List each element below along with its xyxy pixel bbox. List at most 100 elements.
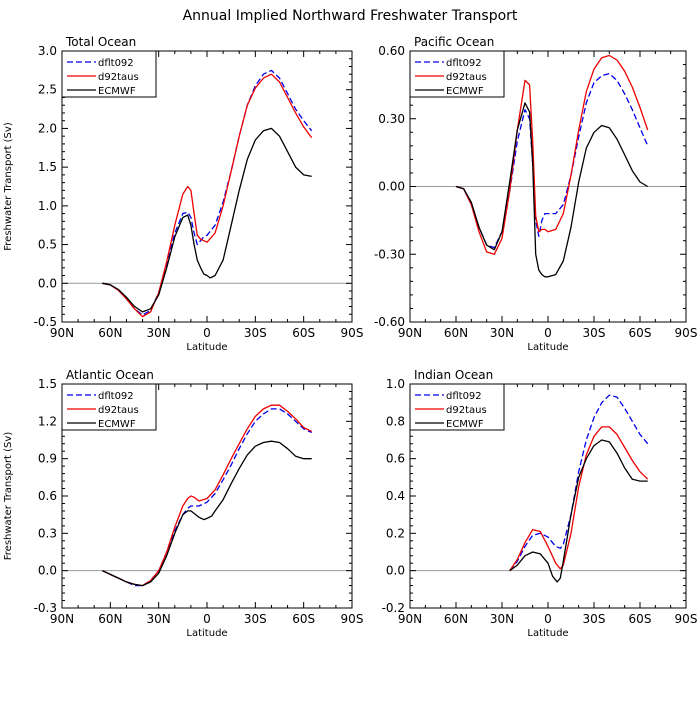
- legend-box: [409, 383, 505, 431]
- x-tick-label: 60S: [629, 326, 652, 340]
- x-tick-label: 90S: [341, 326, 364, 340]
- x-axis-label: Latitude: [186, 628, 227, 639]
- y-tick-label: -0.3: [34, 601, 57, 615]
- x-axis-label: Latitude: [186, 342, 227, 353]
- y-tick-label: 1.5: [38, 377, 57, 391]
- y-tick-label: 0.5: [38, 238, 57, 252]
- panel-pacific-ocean: -0.60 -0.30 0.00 0.30 0.60 90N 60N 30N 0 30S 60S 90…: [374, 35, 698, 353]
- y-tick-label: -0.30: [374, 247, 405, 261]
- panel-title: Atlantic Ocean: [66, 368, 154, 382]
- x-tick-label: 60N: [444, 326, 468, 340]
- series-line-d92taus: [102, 73, 313, 318]
- legend: dflt092 d92taus ECMWF: [409, 383, 505, 431]
- x-tick-label: 30N: [490, 612, 514, 626]
- x-tick-label: 90N: [398, 326, 422, 340]
- series-line-ecmwf: [102, 440, 312, 587]
- x-tick-label: 90S: [675, 612, 698, 626]
- panel-indian-ocean: -0.2 0.0 0.2 0.4 0.6 0.8 1.0 90N 60N 30N 0 30S 60S 90…: [382, 368, 698, 639]
- legend-label: ECMWF: [446, 419, 484, 430]
- x-axis-label: Latitude: [527, 628, 568, 639]
- legend-box: [409, 50, 505, 98]
- x-tick-label: 90N: [50, 612, 74, 626]
- legend: dflt092 d92taus ECMWF: [61, 383, 157, 431]
- legend-label: dflt092: [446, 391, 482, 402]
- legend-label: dflt092: [98, 58, 134, 69]
- y-tick-label: 0.60: [378, 44, 405, 58]
- y-tick-label: -0.60: [374, 315, 405, 329]
- y-tick-label: 0.00: [378, 180, 405, 194]
- x-tick-label: 0: [544, 326, 552, 340]
- y-axis-label: Freshwater Transport (Sv): [3, 122, 14, 251]
- y-tick-label: 0.3: [38, 526, 57, 540]
- y-tick-label: 0.6: [38, 489, 57, 503]
- x-tick-label: 90N: [398, 612, 422, 626]
- legend-label: d92taus: [98, 405, 139, 416]
- y-tick-label: 1.2: [38, 414, 57, 428]
- y-tick-label: 2.5: [38, 83, 57, 97]
- panel-title: Total Ocean: [65, 35, 136, 49]
- series-line-ecmwf: [509, 439, 648, 583]
- panel-atlantic-ocean: -0.3 0.0 0.3 0.6 0.9 1.2 1.5 90N 60N 30N 0 30S 60S 90…: [3, 368, 363, 639]
- x-tick-label: 90N: [50, 326, 74, 340]
- series-line-dflt092: [509, 394, 649, 572]
- y-tick-label: 0.0: [38, 276, 57, 290]
- legend-label: ECMWF: [98, 419, 136, 430]
- x-tick-label: 30S: [583, 612, 606, 626]
- y-tick-label: -0.5: [34, 315, 57, 329]
- legend-label: ECMWF: [98, 86, 136, 97]
- x-axis-label: Latitude: [527, 342, 568, 353]
- x-tick-label: 60N: [98, 326, 122, 340]
- y-tick-label: 0.8: [386, 414, 405, 428]
- legend-label: d92taus: [446, 405, 487, 416]
- series-line-d92taus: [455, 54, 649, 255]
- legend-label: dflt092: [98, 391, 134, 402]
- y-tick-label: 0.4: [386, 489, 405, 503]
- y-tick-label: 0.2: [386, 526, 405, 540]
- y-tick-label: 0.6: [386, 452, 405, 466]
- series-line-dflt092: [102, 408, 312, 587]
- x-tick-label: 30N: [147, 326, 171, 340]
- x-tick-label: 30S: [244, 326, 267, 340]
- x-tick-label: 60N: [98, 612, 122, 626]
- series-line-dflt092: [102, 69, 313, 316]
- panel-total-ocean: -0.5 0.0 0.5 1.0 1.5 2.0 2.5 3.0 90N 60N 30N 0 30S 60…: [3, 35, 363, 353]
- legend-label: d92taus: [446, 72, 487, 83]
- y-tick-label: 2.0: [38, 121, 57, 135]
- x-tick-label: 30N: [490, 326, 514, 340]
- x-tick-label: 90S: [341, 612, 364, 626]
- legend-box: [61, 50, 157, 98]
- x-tick-label: 0: [203, 326, 211, 340]
- figure-title: Annual Implied Northward Freshwater Tran…: [183, 8, 518, 24]
- y-axis-label: Freshwater Transport (Sv): [3, 432, 14, 561]
- y-tick-label: 3.0: [38, 44, 57, 58]
- legend: dflt092 d92taus ECMWF: [409, 50, 505, 98]
- x-tick-label: 30N: [147, 612, 171, 626]
- panel-title: Pacific Ocean: [414, 35, 494, 49]
- panel-title: Indian Ocean: [414, 368, 493, 382]
- series-line-d92taus: [102, 404, 312, 587]
- legend-label: dflt092: [446, 58, 482, 69]
- legend: dflt092 d92taus ECMWF: [61, 50, 157, 98]
- y-tick-label: 1.5: [38, 160, 57, 174]
- legend-box: [61, 383, 157, 431]
- series-line-ecmwf: [102, 127, 312, 313]
- x-tick-label: 60S: [292, 326, 315, 340]
- x-tick-label: 60S: [292, 612, 315, 626]
- y-tick-label: 0.0: [386, 564, 405, 578]
- series-line-dflt092: [455, 72, 649, 249]
- y-tick-label: 1.0: [38, 199, 57, 213]
- x-tick-label: 30S: [244, 612, 267, 626]
- x-tick-label: 60S: [629, 612, 652, 626]
- x-tick-label: 30S: [583, 326, 606, 340]
- y-tick-label: 0.9: [38, 452, 57, 466]
- series-line-d92taus: [509, 426, 649, 572]
- y-tick-label: 0.30: [378, 112, 405, 126]
- series-line-ecmwf: [455, 102, 649, 278]
- y-tick-label: 1.0: [386, 377, 405, 391]
- x-tick-label: 90S: [675, 326, 698, 340]
- legend-label: ECMWF: [446, 86, 484, 97]
- x-tick-label: 0: [544, 612, 552, 626]
- x-tick-label: 60N: [444, 612, 468, 626]
- legend-label: d92taus: [98, 72, 139, 83]
